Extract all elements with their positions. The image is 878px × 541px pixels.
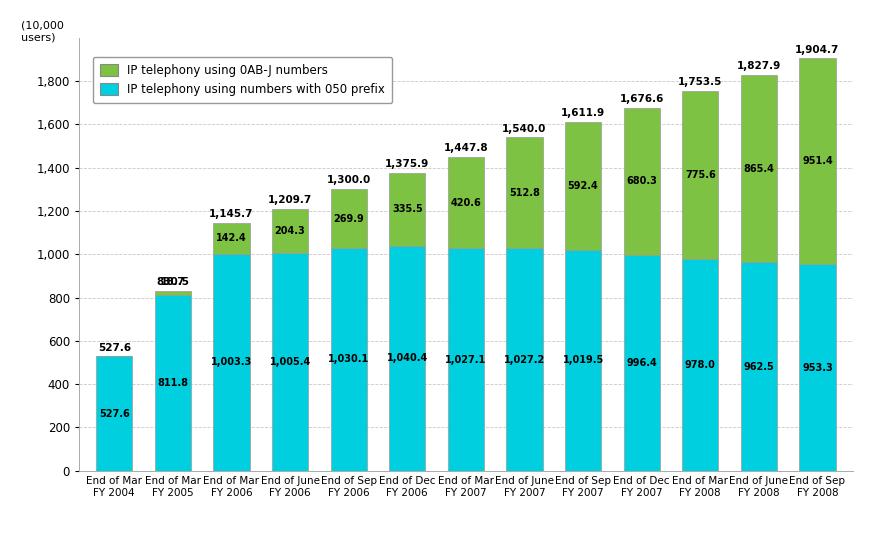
Text: 962.5: 962.5 [743,361,774,372]
Text: (10,000
users): (10,000 users) [21,21,64,43]
Text: 951.4: 951.4 [802,156,831,167]
Text: 953.3: 953.3 [802,362,831,373]
Text: 1,904.7: 1,904.7 [795,44,838,55]
Text: 1,676.6: 1,676.6 [619,94,663,104]
Text: 1,027.2: 1,027.2 [503,354,544,365]
Bar [565,122,601,250]
Text: 1,611.9: 1,611.9 [560,108,604,118]
Text: 1,005.4: 1,005.4 [270,357,310,367]
Bar [447,157,484,248]
Text: 1,209.7: 1,209.7 [268,195,312,205]
Text: 1,447.8: 1,447.8 [443,143,487,154]
Bar [213,223,249,254]
Bar [389,246,425,471]
Bar [681,91,717,259]
Bar [447,248,484,471]
Text: 269.9: 269.9 [333,214,363,223]
Text: 18.7: 18.7 [161,277,184,287]
Text: 1,030.1: 1,030.1 [327,354,369,364]
Text: 1,145.7: 1,145.7 [209,209,254,219]
Text: 204.3: 204.3 [275,226,305,236]
Bar [740,262,776,471]
Text: 527.6: 527.6 [99,408,129,419]
Text: 680.3: 680.3 [625,176,657,187]
Bar [506,248,542,471]
Text: 830.5: 830.5 [156,277,189,287]
Bar [798,265,835,471]
Bar [213,254,249,471]
Text: 1,540.0: 1,540.0 [501,123,546,134]
Bar [389,173,425,246]
Text: 865.4: 865.4 [743,164,774,174]
Bar [506,137,542,248]
Text: 978.0: 978.0 [684,360,715,370]
Text: 1,375.9: 1,375.9 [385,159,429,169]
Legend: IP telephony using 0AB-J numbers, IP telephony using numbers with 050 prefix: IP telephony using 0AB-J numbers, IP tel… [93,57,392,103]
Text: 775.6: 775.6 [684,170,715,180]
Text: 1,003.3: 1,003.3 [211,357,252,367]
Text: 512.8: 512.8 [508,188,539,198]
Text: 420.6: 420.6 [450,198,480,208]
Bar [623,255,659,471]
Text: 1,300.0: 1,300.0 [326,175,371,186]
Text: 1,827.9: 1,827.9 [736,61,781,71]
Bar [330,189,366,248]
Bar [565,250,601,471]
Bar [96,357,133,471]
Bar [798,58,835,265]
Text: 1,019.5: 1,019.5 [562,355,603,365]
Bar [681,259,717,471]
Bar [623,108,659,255]
Text: 1,027.1: 1,027.1 [445,354,486,365]
Text: 1,040.4: 1,040.4 [386,353,428,363]
Text: 335.5: 335.5 [392,204,422,214]
Text: 527.6: 527.6 [97,342,131,353]
Text: 1,753.5: 1,753.5 [677,77,722,87]
Text: 592.4: 592.4 [567,181,598,191]
Bar [155,295,191,471]
Text: 996.4: 996.4 [626,358,656,368]
Bar [155,291,191,295]
Bar [271,253,308,471]
Text: 142.4: 142.4 [216,233,247,243]
Bar [271,209,308,253]
Text: 811.8: 811.8 [157,378,188,388]
Bar [330,248,366,471]
Bar [740,75,776,262]
